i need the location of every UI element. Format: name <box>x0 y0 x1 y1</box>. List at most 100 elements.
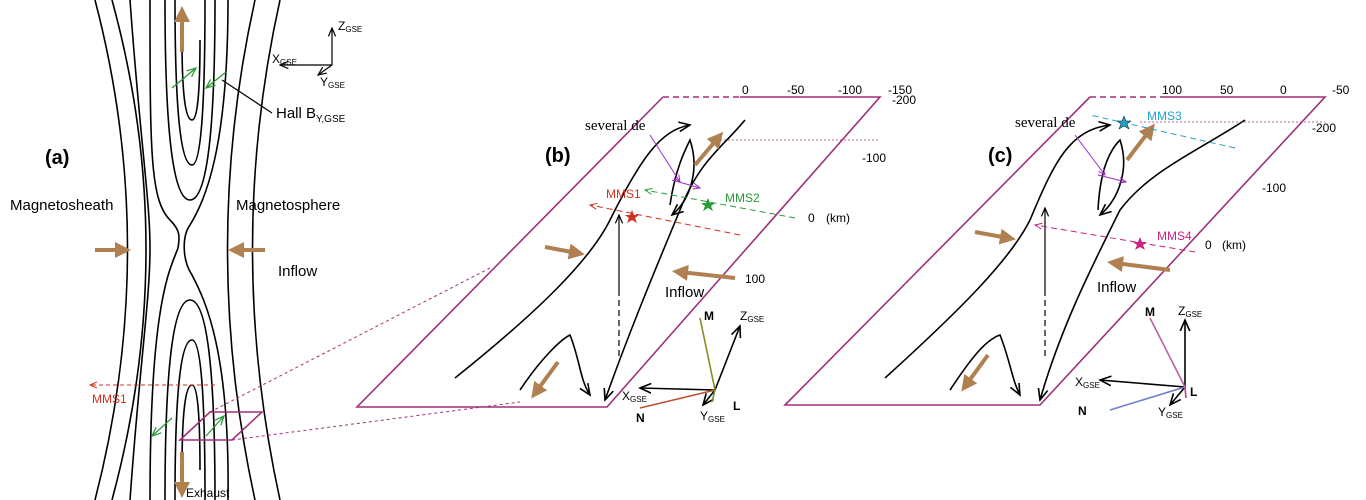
figure: (a) Magnetosheath Magnetosphere Inflow E… <box>0 0 1366 500</box>
axis-sub: GSE <box>1166 411 1183 420</box>
field-line <box>1098 140 1124 215</box>
note: several de <box>1015 115 1076 131</box>
lmn-label: M <box>1145 305 1155 319</box>
de-arrow <box>650 135 680 182</box>
axis-label: ZGSE <box>740 309 764 324</box>
hall-main: Hall B <box>276 105 316 122</box>
zoom-box <box>180 412 262 440</box>
axis-label: XGSE <box>622 389 647 404</box>
tick-label: -100 <box>862 151 886 165</box>
axis <box>715 326 740 390</box>
tick-label: -50 <box>1332 83 1350 97</box>
axis-main: X <box>622 389 630 403</box>
axis-sub: GSE <box>708 415 725 424</box>
field-line <box>130 0 150 500</box>
axis-label: XGSE <box>1075 375 1100 390</box>
panel-label: (c) <box>988 145 1012 167</box>
axis-main: Z <box>740 309 747 323</box>
lmn-label: N <box>1078 404 1087 418</box>
de-arrow <box>672 180 700 188</box>
region-label: Magnetosphere <box>236 197 340 214</box>
tick-label: 0 <box>808 211 815 225</box>
inflow-arrow <box>545 247 577 253</box>
tick-label: 0 <box>1205 238 1212 252</box>
tick-label: -200 <box>892 93 916 107</box>
axis-main: Z <box>338 19 345 33</box>
lmn-axis <box>1185 387 1186 398</box>
panel-label: (b) <box>545 145 571 167</box>
inflow-label: Inflow <box>278 263 317 280</box>
field-line <box>165 300 215 500</box>
hall-label: Hall BY,GSE <box>276 105 346 125</box>
hall-arrow <box>206 416 224 436</box>
mms-label: MMS4 <box>1157 229 1192 243</box>
axis <box>640 388 715 390</box>
spacecraft <box>1133 237 1147 250</box>
exhaust-arrow <box>1127 130 1150 160</box>
axis-label: YGSE <box>320 75 345 90</box>
tick-label: -100 <box>838 83 862 97</box>
tick-label: -100 <box>1262 181 1286 195</box>
field-line <box>1040 120 1245 400</box>
mms-label: MMS1 <box>606 187 641 201</box>
tick-label: -50 <box>787 83 805 97</box>
lmn-label: N <box>636 411 645 425</box>
field-line <box>605 120 745 400</box>
axis-label: ZGSE <box>338 19 362 34</box>
de-arrow <box>1075 135 1105 175</box>
tick-label: 0 <box>1280 83 1287 97</box>
mms-label: MMS1 <box>92 392 127 406</box>
axis-main: X <box>272 52 280 66</box>
axis-main: Y <box>1158 405 1166 419</box>
tick-label: 50 <box>1220 83 1234 97</box>
inflow-arrow <box>1115 263 1170 270</box>
field-line <box>950 335 1020 395</box>
axis-sub: GSE <box>747 315 764 324</box>
hall-arrow <box>152 418 172 436</box>
lmn-axis <box>700 318 715 390</box>
axis-sub: GSE <box>328 81 345 90</box>
axis-label: ZGSE <box>1178 304 1202 319</box>
mms-label: MMS2 <box>725 191 760 205</box>
note: several de <box>585 118 646 134</box>
field-line <box>182 385 200 470</box>
spacecraft <box>1117 116 1131 129</box>
axis-label: YGSE <box>1158 405 1183 420</box>
axis-sub: GSE <box>1185 310 1202 319</box>
axis-main: Z <box>1178 304 1185 318</box>
tick-label: 0 <box>742 83 749 97</box>
lmn-label: M <box>704 309 714 323</box>
field-line <box>165 0 215 200</box>
field-line <box>670 140 694 215</box>
mms-path <box>590 205 740 235</box>
panel-b: (b) several de Inflow MMS1 MMS2 0 -50 -1… <box>357 83 916 425</box>
axis-sub: GSE <box>630 395 647 404</box>
region-label: Magnetosheath <box>10 197 113 214</box>
lmn-label: L <box>1190 385 1197 399</box>
unit-label: (km) <box>1222 238 1246 252</box>
mms-label: MMS3 <box>1147 109 1182 123</box>
spacecraft <box>701 198 715 211</box>
exhaust-arrow <box>536 362 558 392</box>
panel-label: (a) <box>45 147 69 169</box>
axis <box>318 65 332 75</box>
axis-sub: GSE <box>1083 381 1100 390</box>
zoom-line <box>210 268 490 412</box>
lmn-axis <box>1150 318 1185 387</box>
axis-label: XGSE <box>272 52 297 67</box>
axis-sub: GSE <box>280 58 297 67</box>
exhaust-label: Exhaust <box>186 486 230 500</box>
axis <box>1100 380 1185 387</box>
lmn-axis <box>1110 387 1185 410</box>
unit-label: (km) <box>826 211 850 225</box>
inflow-label: Inflow <box>1097 279 1136 296</box>
tick-label: 100 <box>1162 83 1182 97</box>
exhaust-arrow <box>966 355 988 385</box>
axis-label: YGSE <box>700 409 725 424</box>
inflow-arrow <box>680 272 735 278</box>
field-line <box>182 40 200 120</box>
axis-main: Y <box>320 75 328 89</box>
hall-sub: Y,GSE <box>316 114 346 125</box>
tick-label: -200 <box>1312 121 1336 135</box>
mms-path <box>645 190 795 218</box>
